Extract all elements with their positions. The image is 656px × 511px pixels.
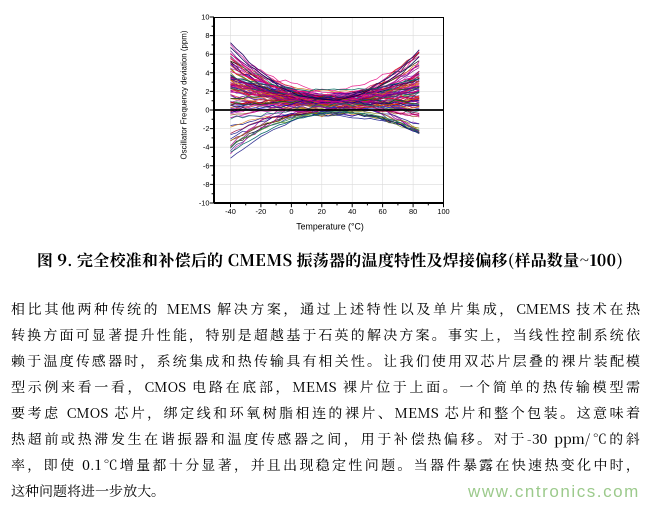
svg-text:-6: -6	[203, 161, 210, 170]
svg-text:-20: -20	[256, 207, 267, 216]
svg-text:Temperature (°C): Temperature (°C)	[296, 222, 364, 232]
svg-text:100: 100	[437, 207, 449, 216]
svg-text:4: 4	[205, 68, 209, 77]
svg-text:6: 6	[205, 50, 209, 59]
svg-text:-10: -10	[199, 199, 210, 208]
svg-text:60: 60	[378, 207, 386, 216]
svg-text:20: 20	[318, 207, 326, 216]
svg-text:Oscillator Frequency deviation: Oscillator Frequency deviation (ppm)	[180, 30, 189, 159]
svg-text:2: 2	[205, 87, 209, 96]
svg-text:0: 0	[205, 106, 209, 115]
svg-text:0: 0	[289, 207, 293, 216]
svg-text:8: 8	[205, 31, 209, 40]
svg-text:-4: -4	[203, 143, 210, 152]
svg-text:80: 80	[409, 207, 417, 216]
svg-text:-8: -8	[203, 180, 210, 189]
svg-text:40: 40	[348, 207, 356, 216]
svg-text:10: 10	[201, 13, 209, 22]
svg-text:-40: -40	[225, 207, 236, 216]
svg-text:-2: -2	[203, 124, 210, 133]
